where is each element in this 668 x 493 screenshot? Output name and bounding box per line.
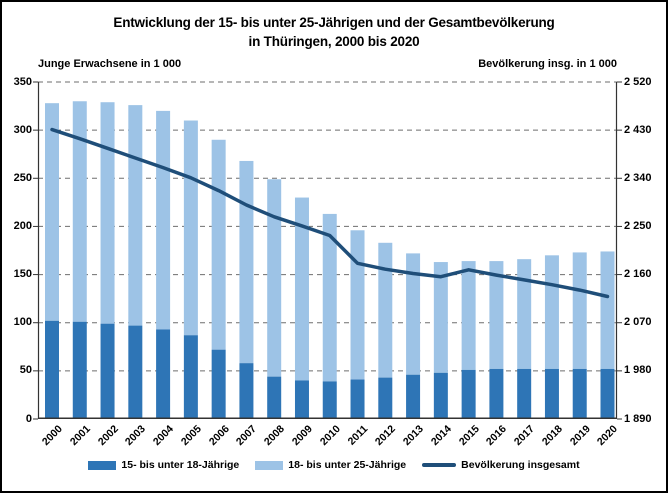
bar-18-25-2017 (517, 259, 532, 369)
bar-15-18-2003 (128, 325, 143, 419)
bar-18-25-2013 (406, 253, 421, 375)
x-axis-year-label-2017: 2017 (511, 423, 537, 449)
bar-18-25-2019 (572, 252, 587, 369)
legend-item-18-25: 18- bis unter 25-Jährige (255, 459, 406, 471)
right-axis-tick-label-2520: 2 520 (624, 76, 652, 88)
bar-18-25-2014 (433, 262, 448, 373)
bar-18-25-2018 (544, 255, 559, 369)
bar-18-25-2015 (461, 261, 476, 370)
right-axis-tick-label-2340: 2 340 (624, 172, 652, 184)
x-axis-year-label-2010: 2010 (317, 423, 343, 449)
x-axis-year-label-2000: 2000 (39, 423, 65, 449)
left-axis-tick-label-250: 250 (13, 172, 32, 184)
right-axis-tick-label-2070: 2 070 (624, 316, 652, 328)
bar-18-25-2020 (600, 251, 615, 369)
bar-15-18-2014 (433, 372, 448, 419)
right-axis-tick-label-1980: 1 980 (624, 364, 652, 376)
bar-15-18-2008 (267, 376, 282, 419)
chart-title-line1: Entwicklung der 15- bis unter 25-Jährige… (113, 15, 555, 30)
left-axis-tick-label-0: 0 (25, 413, 32, 425)
legend-swatch-15-18 (88, 460, 117, 470)
x-axis-year-label-2006: 2006 (206, 423, 232, 449)
bar-15-18-2010 (322, 381, 337, 419)
bar-18-25-2006 (211, 139, 226, 350)
x-axis-year-label-2008: 2008 (261, 423, 287, 449)
legend-item-15-18: 15- bis unter 18-Jährige (88, 459, 239, 471)
legend-item-population: Bevölkerung insgesamt (422, 459, 580, 471)
x-axis-year-label-2016: 2016 (483, 423, 509, 449)
bar-18-25-2008 (267, 179, 282, 377)
bar-18-25-2004 (156, 110, 171, 330)
bar-15-18-2020 (600, 368, 615, 419)
bar-18-25-2000 (45, 103, 59, 321)
left-axis-caption: Junge Erwachsene in 1 000 (38, 58, 182, 70)
right-axis-tick-label-2430: 2 430 (624, 124, 652, 136)
bar-18-25-2016 (489, 261, 504, 369)
bar-18-25-2007 (239, 160, 254, 364)
bar-18-25-2012 (378, 242, 393, 378)
left-axis-tick-label-50: 50 (19, 364, 32, 376)
x-axis-year-label-2015: 2015 (456, 423, 482, 449)
x-axis-year-label-2019: 2019 (567, 423, 593, 449)
bar-15-18-2000 (45, 320, 59, 419)
bar-18-25-2003 (128, 105, 143, 326)
bar-15-18-2017 (517, 368, 532, 419)
legend: 15- bis unter 18-Jährige 18- bis unter 2… (2, 459, 666, 471)
right-axis-tick-label-2250: 2 250 (624, 220, 652, 232)
x-axis-year-label-2020: 2020 (594, 423, 620, 449)
bar-15-18-2012 (378, 377, 393, 419)
bar-15-18-2002 (100, 323, 115, 419)
bar-18-25-2010 (322, 213, 337, 382)
bar-15-18-2013 (406, 374, 421, 419)
bar-18-25-2005 (183, 120, 198, 336)
bar-15-18-2004 (156, 329, 171, 419)
left-axis-tick-label-150: 150 (13, 268, 32, 280)
left-axis-tick-label-200: 200 (13, 220, 32, 232)
right-axis-caption: Bevölkerung insg. in 1 000 (478, 58, 617, 70)
legend-label-15-18: 15- bis unter 18-Jährige (121, 459, 240, 471)
x-axis-year-label-2003: 2003 (122, 423, 148, 449)
x-axis-year-label-2013: 2013 (400, 423, 426, 449)
bar-15-18-2015 (461, 369, 476, 419)
legend-swatch-18-25 (255, 460, 284, 470)
x-axis-year-label-2018: 2018 (539, 423, 565, 449)
bar-15-18-2018 (544, 368, 559, 419)
x-axis-year-label-2014: 2014 (428, 423, 454, 449)
legend-label-18-25: 18- bis unter 25-Jährige (288, 459, 407, 471)
right-axis-tick-label-2160: 2 160 (624, 268, 652, 280)
population-line (50, 127, 610, 299)
left-axis-tick-label-100: 100 (13, 316, 32, 328)
bar-15-18-2019 (572, 368, 587, 419)
x-axis-year-label-2009: 2009 (289, 423, 315, 449)
legend-swatch-population-line (422, 463, 457, 467)
legend-label-population: Bevölkerung insgesamt (461, 459, 580, 471)
x-axis-year-label-2012: 2012 (372, 423, 398, 449)
left-axis-tick-label-300: 300 (13, 124, 32, 136)
x-axis-year-label-2002: 2002 (95, 423, 121, 449)
left-axis-tick-label-350: 350 (13, 76, 32, 88)
bar-15-18-2009 (294, 380, 309, 419)
x-axis-year-label-2007: 2007 (233, 423, 259, 449)
bar-15-18-2006 (211, 349, 226, 419)
x-axis-year-label-2011: 2011 (345, 423, 371, 448)
bar-18-25-2001 (72, 101, 87, 322)
bar-15-18-2005 (183, 335, 198, 419)
plot-area (33, 81, 622, 420)
bar-15-18-2007 (239, 363, 254, 419)
bar-15-18-2016 (489, 368, 504, 419)
chart-title-line2: in Thüringen, 2000 bis 2020 (248, 34, 420, 49)
x-axis-year-label-2001: 2001 (67, 423, 93, 449)
x-axis-year-label-2005: 2005 (178, 423, 204, 449)
chart-title: Entwicklung der 15- bis unter 25-Jährige… (2, 13, 666, 51)
x-axis-year-label-2004: 2004 (150, 423, 176, 449)
bar-18-25-2009 (294, 197, 309, 381)
bar-15-18-2001 (72, 321, 87, 419)
right-axis-tick-label-1890: 1 890 (624, 413, 652, 425)
bar-18-25-2011 (350, 230, 365, 380)
bar-15-18-2011 (350, 379, 365, 419)
bar-18-25-2002 (100, 102, 115, 324)
